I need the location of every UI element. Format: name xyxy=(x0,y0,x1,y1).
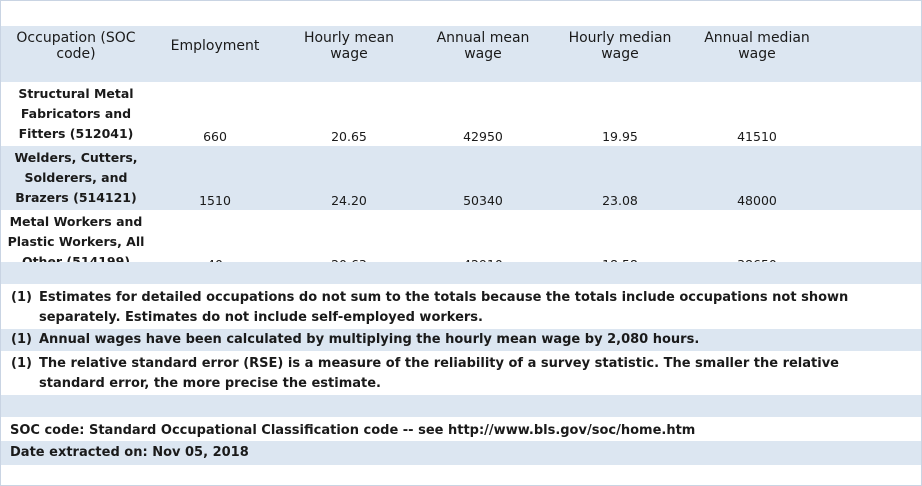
footnote: (1) Estimates for detailed occupations d… xyxy=(1,288,921,328)
header-employment: Employment xyxy=(151,26,279,82)
header-hourly-median: Hourly median wage xyxy=(547,26,693,82)
row-occupation: Welders, Cutters, Solderers, and Brazers… xyxy=(1,146,151,210)
footnote-text: Estimates for detailed occupations do no… xyxy=(39,290,849,325)
row-hourly-median: 19.95 xyxy=(547,82,693,146)
row-hourly-median: 23.08 xyxy=(547,146,693,210)
header-occupation: Occupation (SOC code) xyxy=(1,26,151,82)
row-employment: 1510 xyxy=(151,146,279,210)
footnote: (1) The relative standard error (RSE) is… xyxy=(1,354,921,394)
header-annual-mean: Annual mean wage xyxy=(419,26,547,82)
table-row: Welders, Cutters, Solderers, and Brazers… xyxy=(1,146,921,210)
footnote: (1) Annual wages have been calculated by… xyxy=(1,330,921,350)
row-annual-median: 48000 xyxy=(693,146,821,210)
table-header-row: Occupation (SOC code) Employment Hourly … xyxy=(1,26,921,82)
footnote-text: The relative standard error (RSE) is a m… xyxy=(39,356,840,391)
spacer-band xyxy=(1,262,921,284)
header-annual-median: Annual median wage xyxy=(693,26,821,82)
header-hourly-mean: Hourly mean wage xyxy=(279,26,419,82)
footnote-mark: (1) xyxy=(11,356,32,371)
soc-code-note: SOC code: Standard Occupational Classifi… xyxy=(10,423,696,438)
row-annual-mean: 42950 xyxy=(419,82,547,146)
row-hourly-mean: 20.65 xyxy=(279,82,419,146)
row-employment: 660 xyxy=(151,82,279,146)
row-annual-median: 41510 xyxy=(693,82,821,146)
table-row: Structural Metal Fabricators and Fitters… xyxy=(1,82,921,146)
footnote-band xyxy=(1,329,921,351)
row-empty xyxy=(821,82,921,146)
row-occupation: Structural Metal Fabricators and Fitters… xyxy=(1,82,151,146)
footnote-mark: (1) xyxy=(11,332,32,347)
header-empty xyxy=(821,26,921,82)
footnote-text: Annual wages have been calculated by mul… xyxy=(39,332,700,347)
date-extracted: Date extracted on: Nov 05, 2018 xyxy=(10,445,249,460)
row-hourly-mean: 24.20 xyxy=(279,146,419,210)
footnote-mark: (1) xyxy=(11,290,32,305)
date-band xyxy=(1,441,921,465)
spacer-band xyxy=(1,395,921,417)
row-annual-mean: 50340 xyxy=(419,146,547,210)
row-empty xyxy=(821,146,921,210)
wage-table: Occupation (SOC code) Employment Hourly … xyxy=(1,26,921,274)
